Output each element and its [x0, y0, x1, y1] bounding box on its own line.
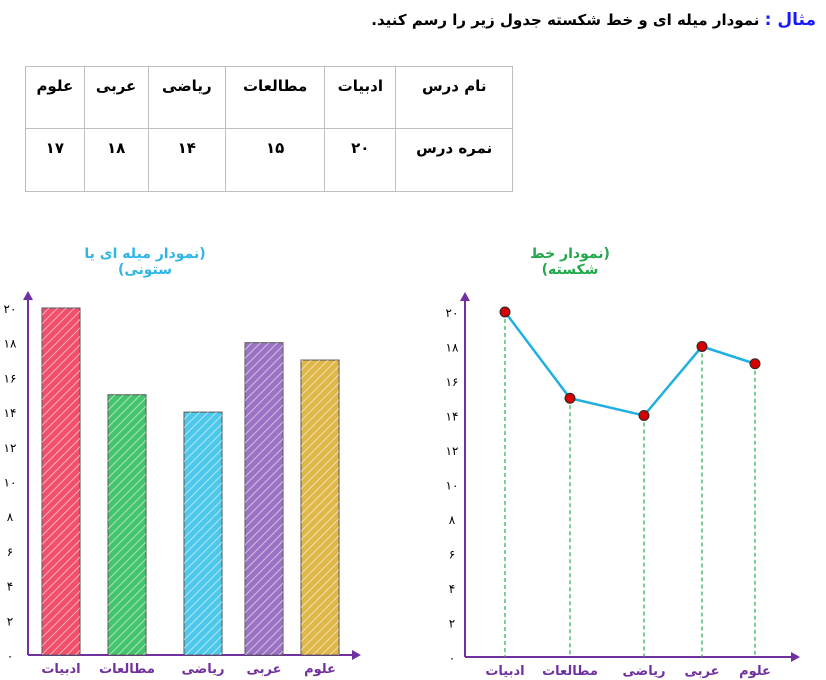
table-header-cell: نام درس: [395, 66, 513, 129]
data-point: [638, 410, 650, 421]
bar-hatch: [245, 342, 283, 655]
y-tick-label: ۱۸: [446, 341, 459, 355]
x-tick-label: عربی: [684, 664, 719, 679]
y-tick-label: ۲۰: [4, 302, 17, 316]
bar-hatch: [42, 308, 80, 655]
x-tick-label: ریاضی: [623, 664, 666, 679]
y-tick-label: ۲: [7, 614, 13, 628]
bar-chart-title: (نمودار میله ای یا ستونی): [84, 246, 206, 278]
y-tick-label: ۱۰: [446, 479, 459, 493]
y-tick-label: ۱۲: [446, 444, 459, 458]
y-axis-arrow: [23, 291, 33, 300]
table-row: نام درس ادبیات مطالعات ریاضی عربی علوم: [25, 66, 513, 129]
y-axis-arrow: [460, 292, 470, 301]
table-cell: ۲۰: [324, 128, 397, 192]
y-tick-label: ۲۰: [446, 306, 459, 320]
x-tick-label: مطالعات: [542, 664, 598, 679]
y-tick-label: ۱۰: [4, 476, 17, 490]
data-point: [749, 358, 761, 370]
y-tick-label: ۰: [449, 651, 455, 665]
x-tick-label: ادبیات: [485, 664, 524, 679]
x-tick-label: ادبیات: [41, 662, 80, 677]
table-row: نمره درس ۲۰ ۱۵ ۱۴ ۱۸ ۱۷: [25, 128, 513, 192]
y-tick-label: ۸: [7, 510, 14, 524]
y-tick-label: ۴: [7, 580, 13, 594]
series-line: [504, 311, 756, 417]
data-point: [499, 306, 511, 318]
grades-table: نام درس ادبیات مطالعات ریاضی عربی علوم ن…: [25, 66, 513, 192]
y-tick-label: ۱۸: [4, 337, 17, 351]
x-tick-label: ریاضی: [182, 662, 225, 677]
table-cell: ۱۴: [147, 128, 227, 192]
y-tick-label: ۴: [449, 582, 455, 596]
example-text: نمودار میله ای و خط شکسته جدول زیر را رس…: [371, 11, 760, 29]
line-chart: ۰ ۲ ۴ ۶ ۸ ۱۰ ۱۲ ۱۴ ۱۶ ۱۸ ۲۰ ادبیات مطالعات ریاضی عربی ع…: [446, 292, 800, 679]
bar-hatch: [184, 412, 222, 655]
table-cell: عربی: [83, 66, 149, 129]
table-cell: ۱۷: [25, 128, 85, 192]
y-tick-label: ۶: [449, 548, 455, 562]
y-tick-label: ۶: [7, 545, 13, 559]
line-chart-title: (نمودار خط شکسته): [530, 246, 610, 278]
y-tick-label: ۸: [449, 513, 456, 527]
y-tick-label: ۱۴: [4, 406, 17, 420]
x-axis-arrow: [352, 650, 361, 660]
table-cell: ۱۸: [83, 128, 149, 192]
data-point: [564, 392, 576, 404]
table-cell: ۱۵: [225, 128, 326, 192]
x-axis-arrow: [791, 652, 800, 662]
example-label: مثال :: [764, 10, 816, 30]
y-tick-label: ۱۲: [4, 441, 17, 455]
table-header-cell: نمره درس: [395, 128, 513, 192]
y-tick-label: ۱۴: [446, 410, 459, 424]
bar-hatch: [301, 360, 339, 655]
bar-hatch: [108, 394, 146, 655]
table-cell: علوم: [25, 66, 85, 129]
x-tick-label: مطالعات: [99, 662, 155, 677]
example-heading: مثال : نمودار میله ای و خط شکسته جدول زی…: [10, 10, 816, 30]
x-tick-label: علوم: [304, 662, 336, 677]
y-tick-label: ۱۶: [446, 375, 459, 389]
bar-chart: ۰ ۲ ۴ ۶ ۸ ۱۰ ۱۲ ۱۴ ۱۶ ۱۸ ۲۰ ادبیات مطالعات ریاضی عربی ع…: [4, 291, 361, 677]
y-tick-label: ۰: [7, 649, 13, 663]
data-point: [696, 341, 708, 352]
x-tick-label: علوم: [739, 664, 771, 679]
y-tick-label: ۲: [449, 617, 455, 631]
table-cell: مطالعات: [225, 66, 326, 129]
y-tick-label: ۱۶: [4, 371, 17, 385]
table-cell: ریاضی: [147, 66, 227, 129]
x-tick-label: عربی: [246, 662, 281, 677]
